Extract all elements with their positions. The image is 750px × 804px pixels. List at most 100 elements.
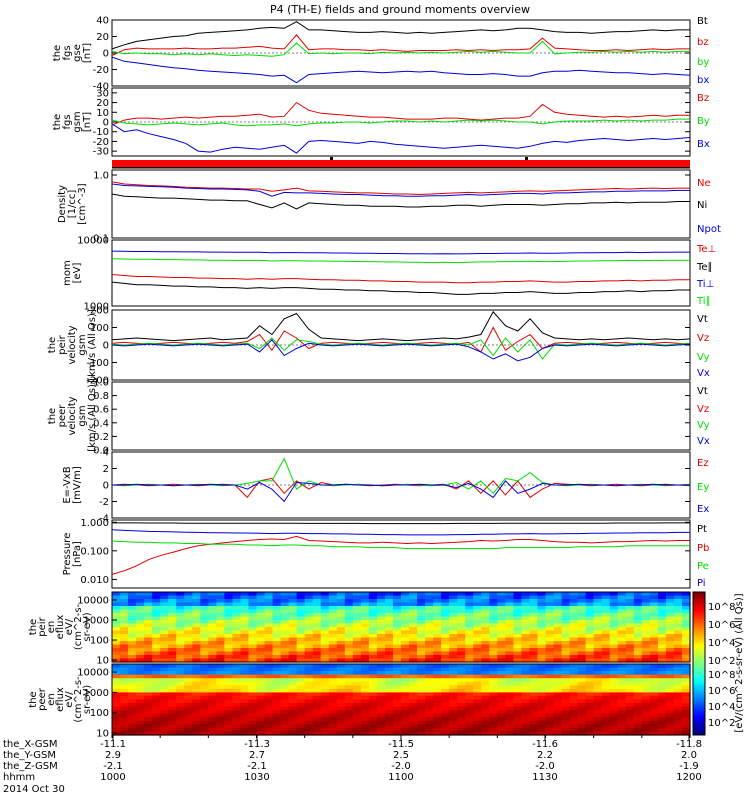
spectrogram-cell [312, 717, 322, 722]
spectrogram-cell [449, 620, 458, 625]
spectrogram-cell [497, 613, 506, 618]
spectrogram-cell [681, 606, 691, 611]
spectrogram-cell [553, 620, 563, 625]
spectrogram-cell [272, 664, 282, 669]
spectrogram-cell [392, 664, 402, 669]
spectrogram-cell [368, 706, 378, 711]
spectrogram-cell [601, 658, 611, 663]
spectrogram-cell [240, 644, 250, 649]
ephemeris-footer: the_X-GSM -11.1 -11.3 -11.5 -11.6 -11.8the_Y-… [3, 735, 702, 795]
spectrogram-cell [152, 681, 161, 686]
spectrogram-cell [617, 623, 627, 628]
colorbar-label: [eV/(cm^2-s-sr-eV) (All Qs)] [734, 593, 745, 732]
spectrogram-cell [304, 688, 314, 693]
spectrogram-cell [192, 606, 201, 611]
spectrogram-cell [417, 692, 426, 697]
spectrogram-cell [232, 671, 242, 676]
spectrogram-cell [352, 648, 362, 653]
spectrogram-cell [224, 644, 234, 649]
spectrogram-cell [280, 674, 290, 679]
spectrogram-cell [401, 681, 410, 686]
spectrogram-cell [376, 667, 386, 672]
spectrogram-cell [641, 695, 651, 701]
spectrogram-cell [296, 613, 306, 618]
spectrogram-cell [633, 717, 643, 722]
spectrogram-cell [360, 664, 370, 669]
spectrogram-cell [160, 599, 169, 604]
spectrogram-cell [401, 641, 410, 646]
spectrogram-cell [657, 606, 667, 611]
spectrogram-cell [657, 695, 667, 701]
spectrogram-cell [144, 688, 153, 693]
spectrogram-cell [473, 599, 482, 604]
spectrogram-cell [593, 713, 603, 718]
spectrogram-cell [232, 623, 242, 628]
panel-frame [111, 519, 691, 589]
spectrogram-cell [473, 731, 482, 736]
spectrogram-cell [176, 720, 185, 725]
spectrogram-cell [609, 717, 619, 722]
spectrogram-cell [248, 664, 258, 669]
y-tick-label: 1000 [84, 688, 109, 699]
spectrogram-cell [256, 606, 266, 611]
spectrogram-cell [497, 651, 506, 656]
spectrogram-cell [312, 710, 322, 715]
spectrogram-cell [304, 592, 314, 597]
spectrogram-cell [208, 724, 217, 729]
spectrogram-cell [577, 609, 587, 614]
spectrogram-cell [248, 613, 258, 618]
spectrogram-cell [176, 710, 185, 715]
footer-value: 1000 [100, 772, 125, 783]
spectrogram-cell [681, 599, 691, 604]
y-tick-label: 100 [90, 323, 109, 334]
y-axis-label-line: the [47, 408, 58, 424]
spectrogram-cell [232, 651, 242, 656]
spectrogram-cell [248, 595, 258, 600]
spectrogram-cell [192, 671, 201, 676]
spectrogram-cell [601, 634, 611, 639]
spectrogram-cell [368, 592, 378, 597]
spectrogram-cell [312, 685, 322, 690]
spectrogram-cell [328, 606, 338, 611]
spectrogram-cell [240, 685, 250, 690]
spectrogram-cell [360, 717, 370, 722]
colorbar-swatch [693, 630, 705, 634]
spectrogram-cell [192, 699, 201, 704]
spectrogram-cell [433, 713, 442, 718]
spectrogram-cell [417, 674, 426, 679]
spectrogram-cell [224, 706, 234, 711]
spectrogram-cell [280, 613, 290, 618]
spectrogram-cell [152, 606, 161, 611]
spectrogram-cell [449, 655, 458, 660]
spectrogram-cell [633, 658, 643, 663]
spectrogram-cell [256, 681, 266, 686]
spectrogram-cell [673, 637, 683, 642]
spectrogram-cell [224, 648, 234, 653]
spectrogram-cell [585, 671, 595, 676]
spectrogram-cell [224, 623, 234, 628]
spectrogram-cell [473, 630, 482, 635]
spectrogram-cell [368, 703, 378, 708]
spectrogram-cell [128, 655, 137, 660]
spectrogram-cell [368, 644, 378, 649]
spectrogram-cell [505, 655, 514, 660]
spectrogram-cell [433, 720, 442, 725]
spectrogram-cell [553, 644, 563, 649]
spectrogram-cell [537, 637, 547, 642]
spectrogram-cell [649, 703, 659, 708]
y-tick-label: 0.100 [80, 546, 109, 557]
spectrogram-cell [585, 731, 595, 736]
spectrogram-cell [657, 731, 667, 736]
spectrogram-cell [144, 609, 153, 614]
spectrogram-cell [136, 592, 145, 597]
spectrogram-cell [288, 699, 298, 704]
spectrogram-cell [417, 671, 426, 676]
spectrogram-cell [200, 685, 209, 690]
spectrogram-cell [585, 599, 595, 604]
spectrogram-cell [529, 637, 539, 642]
spectrogram-cell [617, 727, 627, 733]
colorbar-swatch [693, 639, 705, 643]
y-axis-label: the peir velocity gsm [km/s (All Qs)] [47, 309, 98, 381]
spectrogram-cell [280, 699, 290, 704]
spectrogram-cell [409, 678, 418, 683]
